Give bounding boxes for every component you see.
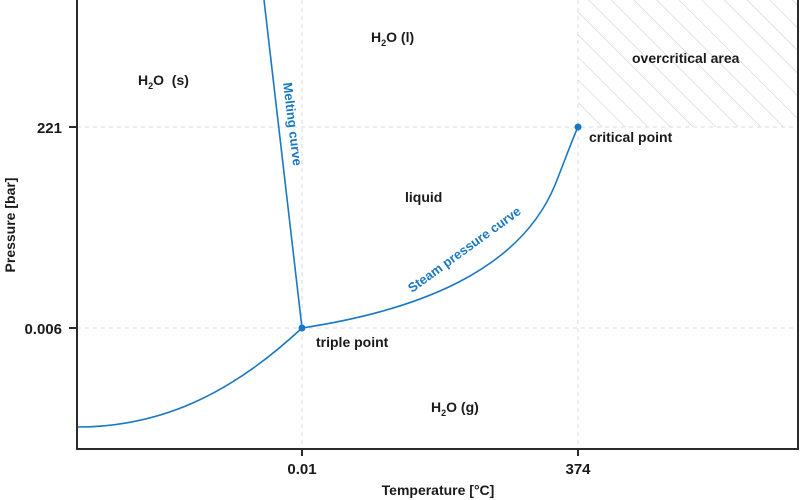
sublimation-curve xyxy=(77,327,303,428)
steam-pressure-curve xyxy=(301,126,579,329)
y-axis-title: Pressure [bar] xyxy=(2,178,18,273)
x-tick-label-374: 374 xyxy=(565,461,591,478)
triple-point-label: triple point xyxy=(316,334,389,350)
melting-curve-label: Melting curve xyxy=(280,82,305,167)
critical-point-marker xyxy=(574,123,582,131)
plot-frame xyxy=(76,0,799,450)
region-label-solid: H2O (s) xyxy=(138,72,189,91)
region-label-liquid: liquid xyxy=(405,189,442,205)
y-tick-label-221: 221 xyxy=(37,120,62,137)
x-axis-title: Temperature [°C] xyxy=(382,482,495,498)
melting-curve xyxy=(263,0,303,329)
critical-point-label: critical point xyxy=(589,129,673,145)
region-label-gas: H2O (g) xyxy=(431,399,479,418)
region-label-overcritical: overcritical area xyxy=(632,50,740,66)
steam-pressure-curve-label: Steam pressure curve xyxy=(405,203,524,295)
y-tick-label-0.006: 0.006 xyxy=(24,321,62,338)
overcritical-area-hatch xyxy=(578,0,798,127)
x-tick-label-0.01: 0.01 xyxy=(287,461,316,478)
triple-point-marker xyxy=(298,324,306,332)
region-label-liquid-phase: H2O (l) xyxy=(371,29,414,48)
